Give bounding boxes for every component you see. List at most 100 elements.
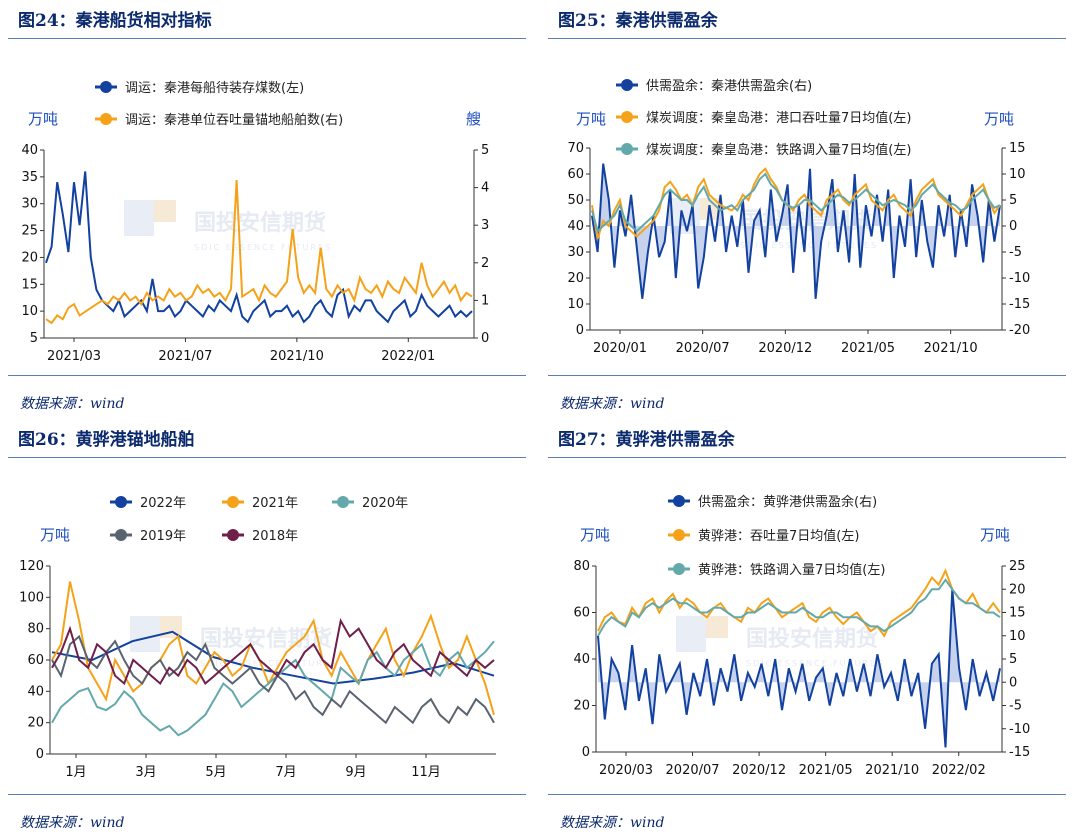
y-tick-label-left: 30 bbox=[567, 245, 584, 260]
series-line-0 bbox=[591, 163, 1001, 299]
chart-26-svg: 国投安信期货 SDIC ESSENCE FUTURES 0 20 40 60 80 100 12… bbox=[19, 496, 496, 780]
y-tick-label-right: 4 bbox=[481, 181, 489, 196]
legend-label: 供需盈余：秦港供需盈余(右) bbox=[646, 78, 812, 94]
watermark-logo bbox=[706, 616, 728, 638]
x-tick-label: 2020/07 bbox=[676, 341, 730, 356]
legend-label: 黄骅港：铁路调入量7日均值(左) bbox=[698, 562, 885, 578]
series-line-0 bbox=[45, 171, 473, 324]
legend-marker bbox=[673, 495, 685, 507]
chart-title: 图24：秦港船货相对指标 bbox=[18, 11, 212, 31]
series-line-2 bbox=[591, 172, 1001, 234]
x-tick-label: 2021/05 bbox=[841, 341, 895, 356]
y-tick-label-left: 40 bbox=[567, 219, 584, 234]
y-tick-label-right: -15 bbox=[1009, 297, 1030, 312]
chart-title: 图26：黄骅港锚地船舶 bbox=[18, 430, 195, 450]
x-tick-label: 2020/01 bbox=[593, 341, 647, 356]
legend-label: 调运：秦港单位吞吐量锚地船舶数(右) bbox=[125, 112, 343, 128]
legend-marker bbox=[673, 529, 685, 541]
legend-marker bbox=[673, 563, 685, 575]
x-tick-label: 9月 bbox=[345, 765, 366, 780]
legend-label: 煤炭调度：秦皇岛港：铁路调入量7日均值(左) bbox=[646, 142, 911, 158]
series-line-1 bbox=[591, 167, 1001, 240]
y-unit-left: 万吨 bbox=[28, 110, 58, 128]
watermark-subtext: SDIC ESSENCE FUTURES bbox=[194, 243, 332, 252]
watermark-text: 国投安信期货 bbox=[200, 626, 332, 652]
legend-marker bbox=[337, 496, 349, 508]
y-tick-label-right: 10 bbox=[1009, 629, 1026, 644]
legend-marker bbox=[100, 81, 112, 93]
title-divider bbox=[548, 38, 1066, 39]
legend-marker bbox=[115, 529, 127, 541]
y-tick-label-left: 20 bbox=[567, 271, 584, 286]
y-tick-label-left: 60 bbox=[573, 606, 590, 621]
x-tick-label: 2020/03 bbox=[599, 763, 653, 778]
y-tick-label-right: 1 bbox=[481, 293, 489, 308]
source-divider bbox=[548, 375, 1066, 376]
y-tick-label-left: 40 bbox=[27, 684, 44, 699]
chart-panel-24: 图24：秦港船货相对指标 国投安信期货 SDIC ESSENCE FUTURES 5… bbox=[0, 0, 540, 419]
y-unit-right: 万吨 bbox=[984, 110, 1014, 128]
x-tick-label: 2021/05 bbox=[799, 763, 853, 778]
y-tick-label-right: 0 bbox=[1009, 219, 1017, 234]
x-tick-label: 3月 bbox=[135, 765, 156, 780]
y-tick-label-right: 15 bbox=[1009, 606, 1026, 621]
x-tick-label: 2021/03 bbox=[47, 349, 101, 364]
legend-marker bbox=[227, 496, 239, 508]
chart-panel-27: 图27：黄骅港供需盈余 国投安信期货 SDIC ESSENCE FUTURES 0 2… bbox=[540, 419, 1080, 838]
x-tick-label: 2020/12 bbox=[758, 341, 812, 356]
title-divider bbox=[8, 38, 526, 39]
y-tick-label-right: 5 bbox=[481, 143, 489, 158]
y-tick-label-right: 10 bbox=[1009, 167, 1026, 182]
y-tick-label-right: -5 bbox=[1009, 699, 1022, 714]
x-tick-label: 7月 bbox=[275, 765, 296, 780]
y-tick-label-right: 15 bbox=[1009, 141, 1026, 156]
y-unit-left: 万吨 bbox=[40, 526, 70, 544]
legend-marker bbox=[227, 529, 239, 541]
watermark-logo bbox=[154, 200, 176, 222]
y-tick-label-right: -15 bbox=[1009, 745, 1030, 760]
y-tick-label-right: 0 bbox=[1009, 675, 1017, 690]
y-tick-label-left: 15 bbox=[21, 277, 38, 292]
watermark-logo bbox=[700, 198, 722, 220]
source-divider bbox=[548, 794, 1066, 795]
chart-title: 图27：黄骅港供需盈余 bbox=[558, 430, 735, 450]
legend-label: 2022年 bbox=[140, 496, 186, 511]
source-divider bbox=[8, 794, 526, 795]
y-unit-left: 万吨 bbox=[576, 110, 606, 128]
x-tick-label: 11月 bbox=[411, 765, 441, 780]
y-tick-label-right: -10 bbox=[1009, 271, 1030, 286]
series-line-1 bbox=[45, 180, 473, 325]
title-divider bbox=[8, 457, 526, 458]
x-tick-label: 2020/07 bbox=[666, 763, 720, 778]
watermark-subtext: SDIC ESSENCE FUTURES bbox=[746, 659, 884, 668]
legend-label: 黄骅港：吞吐量7日均值(左) bbox=[698, 528, 859, 544]
source-note: 数据来源：wind bbox=[20, 815, 125, 831]
chart-title: 图25：秦港供需盈余 bbox=[558, 11, 718, 31]
series-line-2 bbox=[51, 640, 495, 737]
y-tick-label-left: 5 bbox=[30, 331, 38, 346]
x-tick-label: 2021/10 bbox=[924, 341, 978, 356]
watermark-text: 国投安信期货 bbox=[746, 626, 878, 652]
y-tick-label-left: 20 bbox=[27, 716, 44, 731]
y-tick-label-left: 120 bbox=[19, 559, 44, 574]
y-tick-label-left: 40 bbox=[573, 652, 590, 667]
y-unit-right: 艘 bbox=[466, 110, 481, 128]
legend-label: 2018年 bbox=[252, 529, 298, 544]
legend-label: 2019年 bbox=[140, 529, 186, 544]
y-tick-label-right: -5 bbox=[1009, 245, 1022, 260]
legend-label: 2021年 bbox=[252, 496, 298, 511]
chart-panel-26: 图26：黄骅港锚地船舶 国投安信期货 SDIC ESSENCE FUTURES 0 2… bbox=[0, 419, 540, 838]
legend-marker bbox=[621, 143, 633, 155]
legend-label: 调运：秦港每船待装存煤数(左) bbox=[125, 80, 304, 96]
y-tick-label-right: 0 bbox=[481, 331, 489, 346]
y-tick-label-right: -10 bbox=[1009, 722, 1030, 737]
y-tick-label-left: 100 bbox=[19, 590, 44, 605]
y-tick-label-left: 60 bbox=[567, 167, 584, 182]
chart-27-svg: 国投安信期货 SDIC ESSENCE FUTURES 0 20 40 60 80 -15 -1… bbox=[573, 494, 1030, 778]
y-tick-label-left: 80 bbox=[573, 559, 590, 574]
x-tick-label: 1月 bbox=[65, 765, 86, 780]
y-tick-label-right: 5 bbox=[1009, 652, 1017, 667]
legend-marker bbox=[115, 496, 127, 508]
watermark-logo bbox=[130, 616, 160, 652]
